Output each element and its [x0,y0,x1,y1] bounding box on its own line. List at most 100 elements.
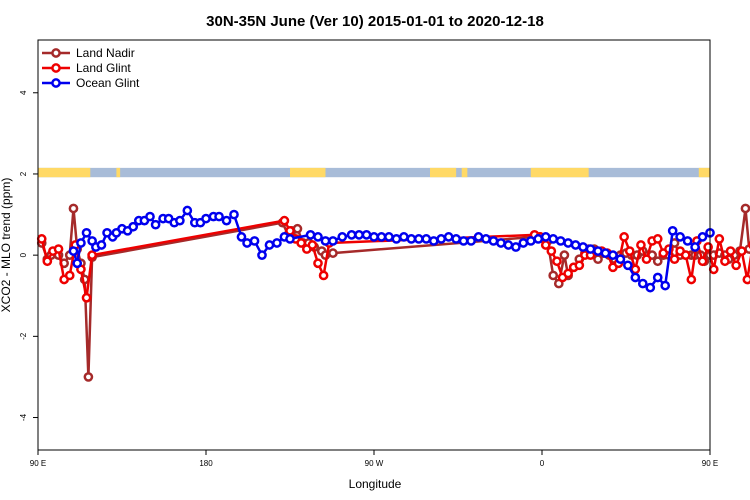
data-point-land-glint [42,256,53,267]
data-point-ocean-glint [645,282,656,293]
data-point-land-glint [641,254,652,265]
data-point-land-glint [636,240,646,250]
data-point-land-nadir [83,372,94,382]
data-point-ocean-glint [68,246,79,256]
data-point-ocean-glint [399,232,409,242]
data-point-land-glint [680,250,691,260]
ocean-band [38,167,710,178]
land-segment [290,167,326,178]
series-land-glint [36,215,750,303]
land-segment [38,167,91,178]
data-point-land-glint [703,242,713,252]
data-point-ocean-glint [182,205,193,216]
x-tick-label: 90 W [365,459,384,468]
data-point-land-glint [669,254,680,265]
data-point-ocean-glint [96,240,107,250]
data-point-ocean-glint [320,236,331,246]
data-point-land-nadir [292,223,303,234]
data-point-ocean-glint [337,232,348,242]
data-point-land-glint [296,238,307,248]
data-point-ocean-glint [637,278,648,289]
data-point-ocean-glint [81,227,92,238]
data-point-land-glint [686,274,697,285]
data-point-land-glint [81,292,92,303]
data-point-ocean-glint [466,236,476,246]
data-point-ocean-glint [428,236,439,246]
x-tick-label: 90 E [30,459,46,468]
data-point-ocean-glint [473,232,484,242]
land-segment [116,167,121,178]
data-point-ocean-glint [328,236,338,246]
data-point-land-nadir [740,203,750,214]
data-point-land-glint [53,244,64,254]
data-point-ocean-glint [236,232,247,242]
data-point-land-glint [731,260,741,271]
data-point-ocean-glint [150,219,161,230]
data-point-ocean-glint [257,250,267,260]
series-line-land-nadir [40,207,750,379]
y-tick-label: -4 [19,413,28,421]
data-point-ocean-glint [221,215,232,226]
series-layer [36,203,750,382]
data-point-ocean-glint [555,236,566,246]
x-axis: 90 E 180 90 W 0 90 E [30,450,718,468]
y-tick-label: 0 [19,252,28,257]
data-point-ocean-glint [229,209,239,220]
data-point-ocean-glint [690,242,700,252]
data-point-land-glint [313,258,323,269]
y-axis-label: XCO2 - MLO trend (ppm) [0,178,13,313]
data-point-ocean-glint [214,211,224,222]
data-point-land-glint [64,270,75,281]
y-tick-label: 4 [19,90,28,95]
data-point-ocean-glint [496,238,506,248]
data-point-ocean-glint [201,213,211,224]
data-point-ocean-glint [518,238,529,248]
data-point-ocean-glint [145,211,155,222]
data-point-ocean-glint [600,248,611,258]
data-point-ocean-glint [128,221,139,232]
data-point-ocean-glint [305,230,316,240]
legend-marker-ocean-glint [51,78,61,88]
data-point-land-glint [307,240,318,250]
data-point-ocean-glint [488,236,499,246]
data-point-ocean-glint [346,230,357,240]
data-point-land-glint [619,232,629,242]
legend-label-land-glint: Land Glint [76,61,131,75]
data-point-land-glint [574,260,585,271]
y-tick-label: -2 [19,332,28,340]
data-point-ocean-glint [272,238,282,248]
legend-label-land-nadir: Land Nadir [76,46,135,60]
data-point-ocean-glint [384,232,394,242]
data-point-ocean-glint [413,234,424,244]
data-point-land-nadir [652,256,663,267]
data-point-ocean-glint [682,236,693,246]
data-point-ocean-glint [376,232,387,242]
data-point-land-glint [714,234,725,244]
data-point-ocean-glint [615,254,626,265]
data-point-ocean-glint [406,234,417,244]
data-point-ocean-glint [249,236,260,246]
data-point-ocean-glint [369,232,379,242]
x-tick-label: 90 E [702,459,718,468]
data-point-land-glint [624,246,635,256]
data-point-ocean-glint [570,240,581,250]
data-point-ocean-glint [451,234,461,244]
data-point-land-glint [720,256,730,267]
land-ocean-mask [38,167,710,178]
data-point-land-glint [279,215,290,226]
data-point-ocean-glint [630,272,641,283]
land-segment [461,167,468,178]
data-point-ocean-glint [76,238,86,248]
data-point-ocean-glint [540,232,551,242]
data-point-land-glint [736,246,747,256]
chart-title: 30N-35N June (Ver 10) 2015-01-01 to 2020… [206,13,544,30]
series-ocean-glint [68,205,715,293]
data-point-ocean-glint [652,272,663,283]
data-point-ocean-glint [667,225,678,236]
x-axis-label: Longitude [349,477,402,491]
data-point-ocean-glint [623,260,633,271]
data-point-ocean-glint [443,232,454,242]
data-point-ocean-glint [585,244,596,254]
